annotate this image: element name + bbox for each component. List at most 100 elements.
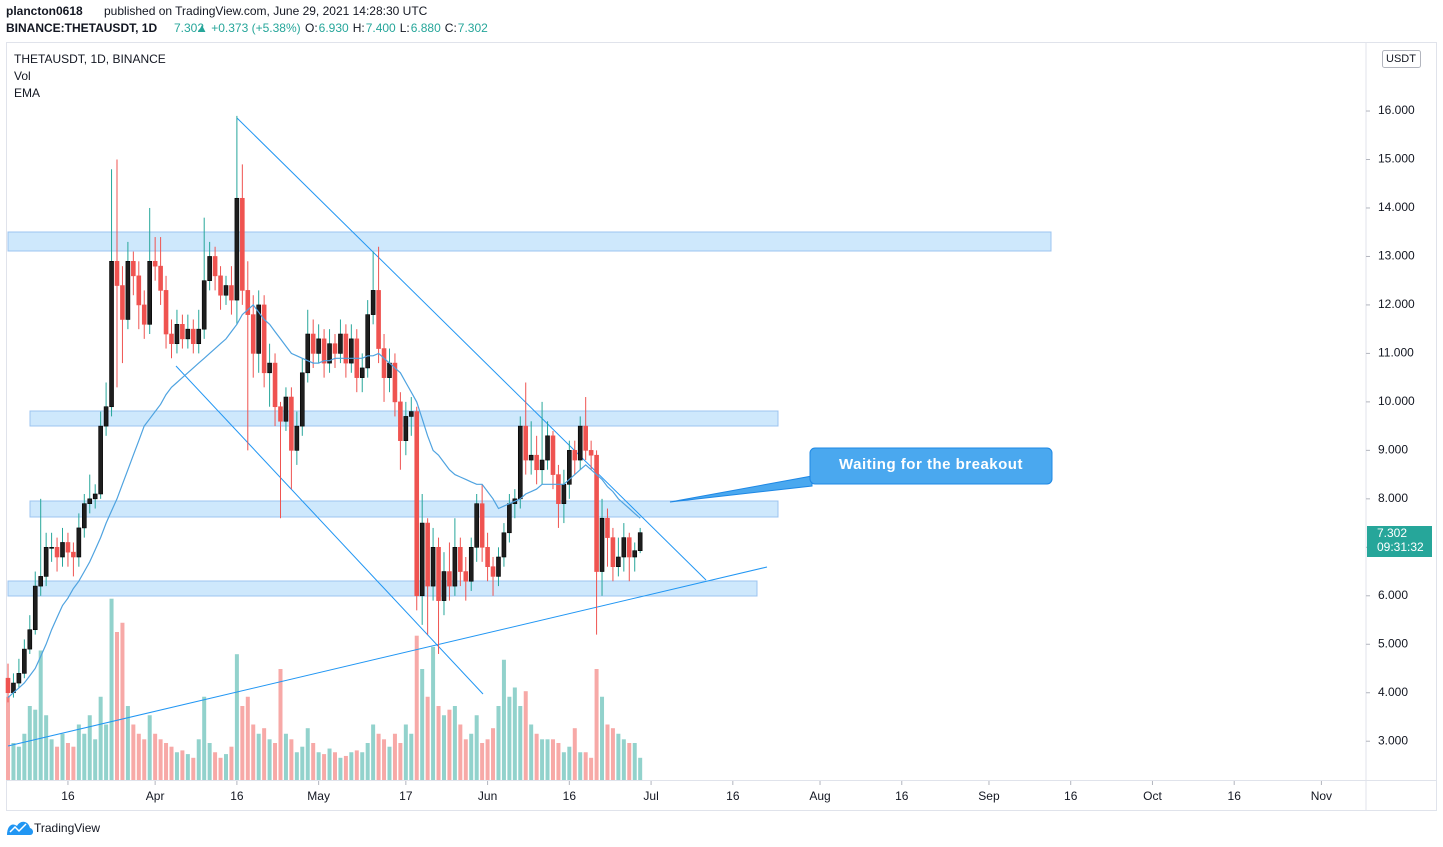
- trendline: [7, 566, 768, 747]
- volume-bar: [567, 746, 572, 780]
- volume-bar: [11, 743, 16, 780]
- x-tick-label: Jul: [643, 789, 658, 803]
- volume-bar: [245, 696, 250, 780]
- volume-bar: [545, 739, 550, 780]
- volume-bar: [572, 728, 577, 780]
- candle-body: [256, 304, 261, 354]
- volume-bar: [71, 746, 76, 780]
- y-tick-label: 3.000: [1378, 733, 1408, 747]
- volume-bar: [529, 724, 534, 780]
- volume-bar: [55, 746, 60, 780]
- candle-body: [174, 324, 180, 345]
- candle-body: [447, 571, 452, 587]
- candle-body: [147, 260, 152, 325]
- trendline: [236, 117, 707, 581]
- volume-bar: [147, 715, 152, 780]
- volume-bar: [65, 743, 70, 780]
- zone: [7, 580, 758, 597]
- candle-body: [490, 566, 496, 577]
- candle-body: [207, 256, 212, 281]
- candle-body: [539, 459, 545, 471]
- ohlc-value: 6.930: [319, 21, 349, 35]
- volume-bar: [414, 635, 419, 780]
- candle-body: [414, 411, 420, 597]
- candle-body: [599, 517, 605, 572]
- volume-bar: [202, 696, 207, 780]
- volume-bar: [136, 733, 141, 780]
- x-tick-label: 16: [726, 789, 740, 803]
- currency-box[interactable]: [1382, 50, 1421, 68]
- ohlc-label: C:: [445, 21, 457, 35]
- candle-body: [621, 537, 627, 558]
- volume-bar: [87, 715, 92, 780]
- axes: 3.0004.0005.0006.0007.0008.0009.00010.00…: [61, 103, 1415, 803]
- volume-bar: [234, 654, 239, 780]
- volume-bar: [191, 757, 196, 780]
- volume-bar: [474, 715, 479, 780]
- volume-bar: [262, 728, 267, 780]
- candle-body: [229, 285, 234, 301]
- y-tick-label: 12.000: [1378, 297, 1415, 311]
- candle-body: [561, 483, 567, 504]
- candle-body: [196, 328, 202, 345]
- author[interactable]: plancton0618: [6, 4, 83, 18]
- volume-bar: [196, 739, 201, 780]
- candle-body: [223, 285, 229, 296]
- candle-body: [141, 304, 147, 325]
- x-tick-label: May: [307, 789, 330, 803]
- y-tick-label: 11.000: [1378, 346, 1414, 360]
- callout-text: Waiting for the breakout: [839, 456, 1023, 473]
- volume-bar: [371, 724, 376, 780]
- header-change: ▲ +0.373 (+5.38%): [196, 21, 301, 35]
- candle-body: [218, 275, 223, 296]
- candle-body: [43, 547, 49, 577]
- volume-bar: [523, 691, 528, 780]
- candle-body: [109, 260, 114, 408]
- volume-bar: [627, 743, 632, 780]
- volume-bar: [223, 754, 228, 780]
- volume-bar: [605, 724, 610, 780]
- volume-bar: [267, 739, 272, 780]
- drawings: [7, 231, 1052, 597]
- logo-chart: [9, 823, 27, 833]
- volume-bar: [616, 733, 621, 780]
- last-price-box: [1367, 526, 1432, 557]
- volume-bar: [278, 669, 283, 780]
- volume-bar: [131, 724, 136, 780]
- candle-body: [637, 532, 643, 552]
- volume-bar: [229, 746, 234, 780]
- candle-body: [27, 629, 33, 650]
- candle-body: [87, 498, 93, 504]
- volume-bar: [322, 754, 327, 780]
- candles-layer: [5, 115, 643, 703]
- candle-body: [98, 425, 103, 495]
- ohlc-readout: O: 6.930 H: 7.400 L: 6.880 C: 7.302: [305, 21, 488, 35]
- candle-body: [605, 517, 610, 538]
- candle-body: [22, 648, 27, 674]
- zone: [7, 231, 1052, 252]
- logo[interactable]: [7, 821, 33, 835]
- x-tick-label: Apr: [146, 789, 165, 803]
- ema-line: [7, 304, 641, 699]
- candle-body: [626, 537, 632, 558]
- trendline: [175, 365, 484, 695]
- candle-body: [468, 547, 474, 582]
- volume-bar: [632, 743, 637, 780]
- volume-bar: [98, 696, 103, 780]
- volume-bar: [332, 752, 337, 780]
- volume-bar: [469, 733, 474, 780]
- volume-bar: [638, 757, 643, 780]
- ohlc-value: 7.400: [366, 21, 396, 35]
- volume-bar: [441, 715, 446, 780]
- indicator-label: EMA: [14, 86, 40, 100]
- volume-bar: [382, 739, 387, 780]
- candle-body: [507, 503, 512, 534]
- volume-bar: [185, 754, 190, 780]
- volume-bar: [392, 733, 397, 780]
- candle-body: [261, 304, 267, 374]
- x-tick-label: Jun: [478, 789, 497, 803]
- volume-bar: [256, 733, 261, 780]
- countdown: 09:31:32: [1377, 540, 1424, 554]
- volume-layer: [6, 598, 643, 780]
- brand[interactable]: TradingView: [34, 821, 100, 835]
